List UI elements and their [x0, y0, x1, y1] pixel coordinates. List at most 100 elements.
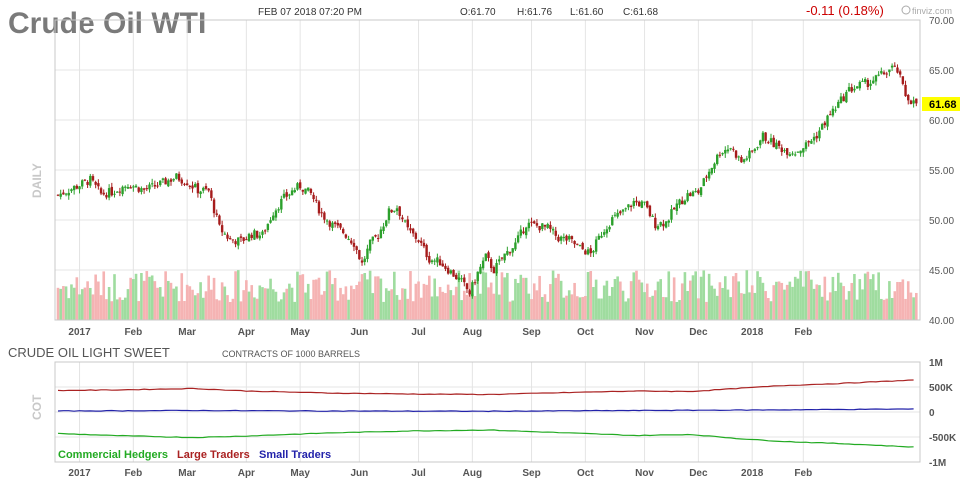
- candle-body: [492, 267, 496, 274]
- candle-body: [83, 179, 87, 181]
- volume-bar: [161, 296, 165, 320]
- volume-bar: [323, 291, 326, 320]
- volume-bar: [688, 280, 692, 320]
- candle-body: [845, 91, 848, 103]
- candle-body: [430, 260, 434, 263]
- volume-bar: [476, 275, 480, 320]
- candle-body: [290, 190, 294, 196]
- candle-body: [298, 182, 302, 189]
- volume-bar: [629, 281, 633, 320]
- candle-body: [734, 150, 738, 158]
- volume-bar: [105, 299, 108, 320]
- cot-x-tick-label: Feb: [794, 468, 812, 479]
- volume-bar: [164, 271, 167, 320]
- candle-body: [315, 199, 318, 201]
- volume-bar: [247, 291, 251, 320]
- volume-bar: [422, 283, 426, 320]
- volume-bar: [118, 297, 122, 320]
- volume-bar: [344, 286, 348, 320]
- volume-bar: [102, 271, 106, 320]
- candle-body: [664, 221, 668, 228]
- candle-body: [880, 71, 883, 74]
- volume-bar: [309, 299, 313, 320]
- volume-bar: [269, 278, 272, 320]
- volume-bar: [807, 270, 810, 320]
- candle-body: [145, 188, 148, 190]
- volume-bar: [285, 288, 289, 320]
- volume-bar: [409, 271, 412, 320]
- volume-bar: [64, 286, 68, 320]
- candle-body: [586, 249, 590, 255]
- candle-body: [815, 135, 818, 139]
- volume-bar: [137, 301, 141, 320]
- volume-bar: [659, 279, 662, 320]
- volume-bar: [387, 290, 391, 320]
- price-x-tick-label: Sep: [522, 327, 540, 338]
- volume-bar: [885, 298, 889, 320]
- volume-bar: [481, 271, 485, 320]
- volume-bar: [126, 289, 130, 320]
- volume-bar: [156, 287, 159, 320]
- volume-bar: [793, 276, 797, 320]
- candle-body: [239, 236, 243, 238]
- volume-bar: [325, 271, 329, 320]
- volume-bar: [191, 289, 194, 320]
- price-x-tick-label: May: [290, 327, 310, 338]
- candle-body: [393, 210, 396, 212]
- candle-body: [129, 187, 132, 189]
- volume-bar: [791, 286, 794, 320]
- volume-bar: [828, 292, 832, 320]
- candle-body: [646, 201, 649, 208]
- candle-body: [842, 96, 845, 102]
- volume-bar: [242, 290, 245, 320]
- volume-bar: [648, 297, 652, 320]
- candle-body: [272, 215, 275, 221]
- volume-bar: [637, 279, 641, 320]
- candle-body: [826, 115, 829, 127]
- volume-bar: [524, 277, 528, 320]
- candle-body: [204, 186, 208, 189]
- volume-bar: [301, 274, 305, 320]
- candle-body: [274, 210, 278, 218]
- volume-bar: [142, 280, 146, 320]
- volume-bar: [70, 284, 73, 320]
- volume-bar: [527, 293, 531, 320]
- candle-body: [686, 193, 689, 201]
- candle-body: [113, 193, 116, 195]
- candle-body: [185, 183, 189, 186]
- candle-body: [234, 241, 237, 245]
- volume-bar: [236, 270, 240, 320]
- candle-body: [124, 186, 127, 188]
- candle-body: [600, 235, 603, 238]
- cot-panel-frame: [54, 361, 921, 463]
- candle-body: [107, 188, 111, 198]
- cot-x-axis: 2017 Feb Mar Apr May Jun Jul Aug Sep Oct Nov Dec 201…: [68, 468, 812, 479]
- price-x-tick-label: Dec: [689, 327, 708, 338]
- candle-body: [422, 242, 426, 247]
- candle-body: [487, 252, 490, 258]
- volume-bar: [376, 276, 380, 320]
- candle-body: [737, 156, 740, 158]
- volume-bar: [632, 272, 636, 320]
- volume-bar: [401, 288, 404, 320]
- candle-body: [172, 179, 175, 181]
- volume-bar: [799, 270, 802, 320]
- finviz-logo[interactable]: finviz.com: [901, 5, 952, 16]
- volume-bar: [651, 295, 654, 320]
- volume-bar: [718, 282, 722, 320]
- candle-body: [202, 187, 205, 191]
- candle-body: [554, 230, 557, 236]
- candle-body: [619, 211, 622, 214]
- volume-bar: [201, 297, 205, 320]
- cot-x-tick-label: Nov: [635, 468, 654, 479]
- candle-body: [888, 69, 891, 73]
- volume-bar: [702, 270, 706, 320]
- candle-body: [379, 229, 383, 239]
- volume-bar: [169, 282, 173, 320]
- candle-body: [769, 138, 773, 143]
- volume-bar: [121, 299, 124, 320]
- price-y-tick-label: 65.00: [929, 66, 954, 77]
- candle-body: [223, 233, 227, 235]
- candle-body: [411, 228, 415, 234]
- volume-bar: [565, 295, 568, 320]
